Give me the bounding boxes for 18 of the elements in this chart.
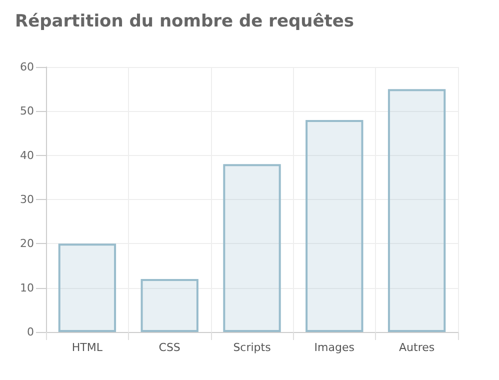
y-tick-label: 20: [20, 237, 34, 250]
bar: [58, 244, 116, 332]
bar: [388, 89, 446, 332]
y-tick-label: 40: [20, 148, 34, 162]
y-tick-label: 10: [20, 281, 34, 294]
bar: [306, 120, 364, 332]
x-tick-label: Scripts: [233, 341, 272, 354]
y-tick-label: 0: [27, 326, 34, 338]
x-tick-label: CSS: [158, 341, 180, 354]
chart-title: Répartition du nombre de requêtes: [15, 12, 354, 32]
x-tick-label: Images: [314, 341, 355, 354]
bar: [140, 279, 198, 332]
y-tick-label: 50: [20, 104, 34, 118]
y-tick-label: 60: [20, 60, 34, 74]
x-tick-label: HTML: [72, 341, 104, 354]
y-tick-label: 30: [20, 193, 34, 206]
bar: [223, 164, 281, 332]
x-tick-label: Autres: [399, 341, 435, 354]
